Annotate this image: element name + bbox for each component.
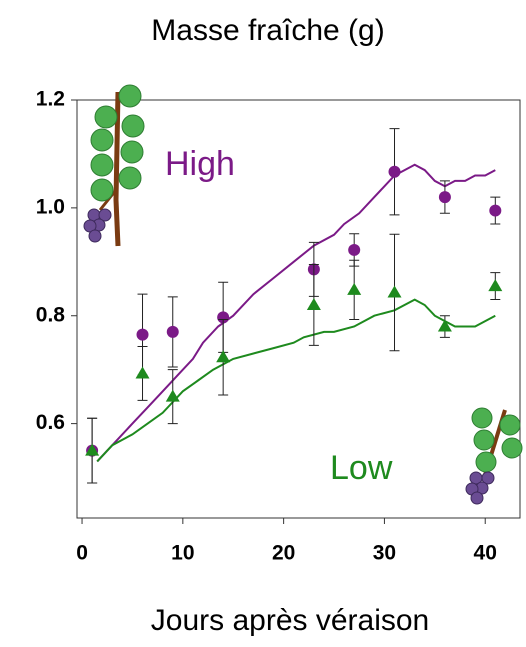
point — [136, 328, 149, 341]
vine-icon-high — [83, 84, 145, 247]
point — [388, 165, 401, 178]
point — [489, 204, 502, 217]
point — [438, 191, 451, 204]
x-axis-label: Jours après véraison — [151, 604, 429, 637]
x-tick-label: 20 — [272, 542, 295, 565]
plot-frame — [76, 99, 521, 519]
point — [437, 319, 452, 332]
x-tick-label: 40 — [474, 542, 497, 565]
point — [306, 297, 321, 310]
x-tick-label: 0 — [76, 542, 88, 565]
x-tick-label: 10 — [171, 542, 194, 565]
chart-title: Masse fraîche (g) — [151, 14, 384, 47]
point — [216, 350, 231, 363]
series-label: High — [165, 145, 235, 183]
point — [347, 282, 362, 295]
point — [387, 285, 402, 298]
series-label: Low — [330, 449, 393, 487]
point — [348, 243, 361, 256]
point — [85, 443, 100, 456]
model-line — [96, 163, 496, 463]
point — [166, 325, 179, 338]
y-tick-label: 1.0 — [36, 195, 65, 218]
x-tick-label: 30 — [373, 542, 396, 565]
point — [488, 279, 503, 292]
y-tick-label: 0.6 — [36, 411, 65, 434]
model-line — [96, 298, 496, 463]
point — [165, 389, 180, 402]
y-tick-label: 1.2 — [36, 88, 65, 111]
y-tick-label: 0.8 — [36, 303, 66, 326]
vine-icon-low — [465, 407, 523, 505]
point — [217, 311, 230, 324]
point — [135, 366, 150, 379]
